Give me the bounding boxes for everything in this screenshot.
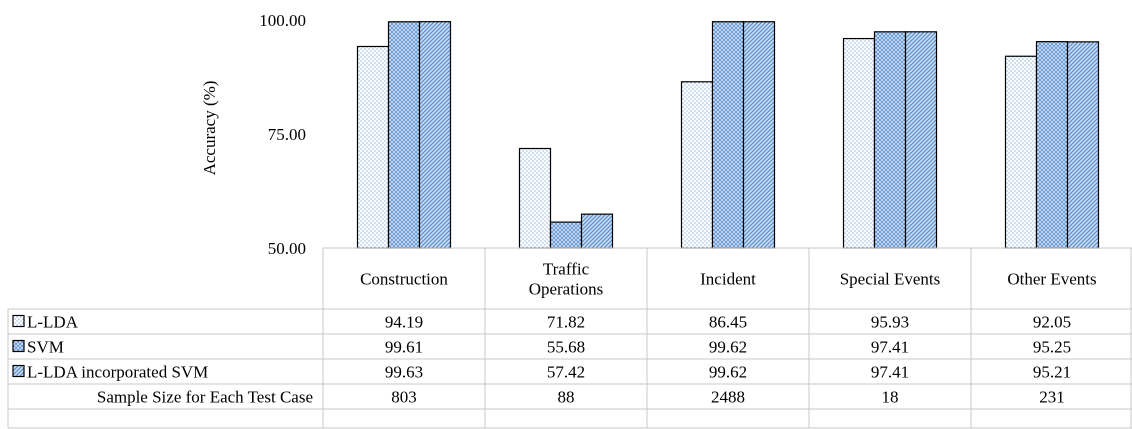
category-label: Incident: [700, 270, 756, 289]
data-label: 99.61: [385, 338, 423, 357]
category-label: Other Events: [1007, 270, 1096, 289]
bar-dots-3: [842, 37, 876, 249]
legend-key-dots: [12, 314, 25, 328]
bar-dots-2: [680, 81, 714, 249]
bar-crosshatch-3: [873, 31, 907, 249]
data-label: 99.62: [709, 338, 747, 357]
sample-size-value: 231: [1039, 388, 1065, 407]
y-axis-label: Accuracy (%): [200, 81, 219, 176]
data-label: 97.41: [871, 338, 909, 357]
bar-dots-4: [1004, 55, 1038, 249]
data-label: 99.62: [709, 363, 747, 382]
category-label: Operations: [529, 280, 604, 299]
legend-key-crosshatch: [12, 339, 25, 353]
data-label: 57.42: [547, 363, 585, 382]
bar-diagonal-3: [904, 31, 938, 249]
bar-dots-0: [356, 45, 390, 249]
data-label: 95.93: [871, 313, 909, 332]
data-label: 95.21: [1033, 363, 1071, 382]
sample-size-row-label: Sample Size for Each Test Case: [97, 388, 313, 407]
data-label: 55.68: [547, 338, 585, 357]
legend-entry: L-LDA incorporated SVM: [27, 363, 208, 382]
bar-crosshatch-2: [711, 21, 745, 249]
data-label: 92.05: [1033, 313, 1071, 332]
category-label: Traffic: [543, 260, 590, 279]
category-label: Construction: [360, 270, 448, 289]
data-label: 86.45: [709, 313, 747, 332]
bar-diagonal-2: [742, 21, 776, 249]
legend-entry: L-LDA: [27, 313, 79, 332]
bar-diagonal-0: [418, 21, 452, 249]
data-label: 95.25: [1033, 338, 1071, 357]
data-label: 97.41: [871, 363, 909, 382]
bar-dots-1: [518, 147, 552, 249]
y-tick-label: 75.00: [268, 125, 306, 144]
y-tick-label: 100.00: [259, 11, 306, 30]
legend-key-diagonal: [12, 364, 25, 378]
sample-size-value: 18: [882, 388, 899, 407]
sample-size-value: 88: [558, 388, 575, 407]
sample-size-value: 803: [391, 388, 417, 407]
bar-diagonal-4: [1066, 41, 1100, 249]
data-label: 99.63: [385, 363, 423, 382]
bar-crosshatch-4: [1035, 41, 1069, 249]
sample-size-value: 2488: [711, 388, 745, 407]
data-label: 71.82: [547, 313, 585, 332]
data-label: 94.19: [385, 313, 423, 332]
category-label: Special Events: [840, 270, 941, 289]
bar-crosshatch-1: [549, 221, 583, 249]
y-tick-label: 50.00: [268, 239, 306, 258]
bar-crosshatch-0: [387, 21, 421, 249]
bar-diagonal-1: [580, 213, 614, 249]
legend-entry: SVM: [27, 338, 64, 357]
